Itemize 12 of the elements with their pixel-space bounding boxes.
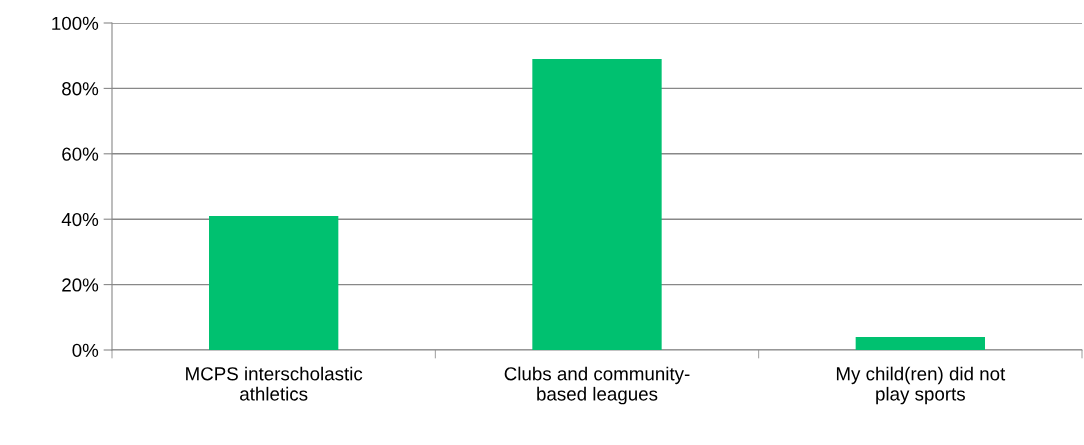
y-tick-label: 100% [52,16,99,30]
y-tick-label: 40% [61,212,99,227]
x-tick-label: My child(ren) did not play sports [836,366,1006,405]
y-tick-label: 0% [72,343,99,357]
bar [209,215,339,350]
y-tick-label: 80% [62,82,99,96]
x-tick-label: MCPS interscholastic athletics [186,366,363,401]
x-tick-label: Clubs and community- based leagues [504,366,690,405]
y-tick-label: 20% [62,278,99,292]
bar [532,58,662,350]
bar [855,336,985,350]
y-tick-label: 60% [62,147,99,161]
